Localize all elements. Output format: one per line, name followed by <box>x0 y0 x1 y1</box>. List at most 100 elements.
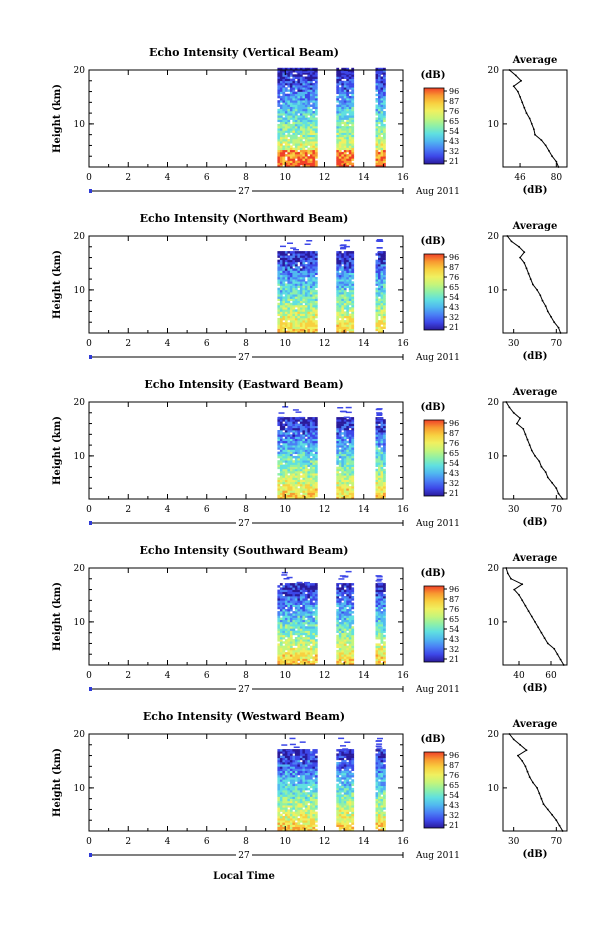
heatmap-cell <box>284 307 288 310</box>
heatmap-cell <box>297 466 301 470</box>
heatmap-cell <box>312 266 316 269</box>
heatmap-cell <box>378 613 381 616</box>
heatmap-cell <box>309 287 313 291</box>
heatmap-cell <box>314 798 318 802</box>
heatmap-cell <box>336 322 340 325</box>
heatmap-cell <box>304 113 308 116</box>
heatmap-cell <box>292 141 296 144</box>
heatmap-cell <box>282 117 286 120</box>
heatmap-cell <box>336 274 340 278</box>
heatmap-cell <box>343 296 347 299</box>
heatmap-cell <box>279 488 283 491</box>
heatmap-cell <box>284 121 288 125</box>
heatmap-cell <box>343 253 347 256</box>
heatmap-cell <box>282 468 286 472</box>
heatmap-cell <box>375 123 379 127</box>
heatmap-cell <box>277 445 281 448</box>
heatmap-cell <box>380 328 384 332</box>
heatmap-cell <box>292 113 296 116</box>
heatmap-cell <box>287 820 291 823</box>
heatmap-cell <box>304 453 308 457</box>
heatmap-cell <box>351 274 355 278</box>
heatmap-cell <box>287 488 291 491</box>
colorbar-tick-label: 65 <box>449 283 459 292</box>
heatmap-cell <box>343 419 347 422</box>
heatmap-cell <box>304 645 308 649</box>
heatmap-cell <box>343 245 350 248</box>
heatmap-cell <box>346 434 350 437</box>
heatmap-cell <box>383 136 386 140</box>
heatmap-cell <box>282 826 286 830</box>
heatmap-cell <box>292 475 296 478</box>
heatmap-cell <box>307 587 311 590</box>
heatmap-cell <box>375 287 379 291</box>
heatmap-cell <box>302 458 306 461</box>
heatmap-cell <box>309 330 313 334</box>
heatmap-cell <box>308 70 315 73</box>
heatmap-cell <box>348 488 352 491</box>
heatmap-cell <box>287 95 291 99</box>
heatmap-cell <box>336 164 340 168</box>
heatmap-cell <box>302 164 306 168</box>
heatmap-cell <box>380 151 384 155</box>
heatmap-cell <box>289 440 293 444</box>
heatmap-cell <box>307 281 311 284</box>
heatmap-cell <box>378 490 381 493</box>
heatmap-cell <box>338 95 342 99</box>
heatmap-cell <box>309 490 313 493</box>
heatmap-cell <box>343 434 347 437</box>
heatmap-cell <box>277 253 281 256</box>
heatmap-cell <box>338 630 342 633</box>
heatmap-cell <box>380 479 384 483</box>
x-tick-label: 0 <box>86 339 92 349</box>
x-tick-label: 0 <box>86 671 92 681</box>
heatmap-cell <box>375 136 379 140</box>
heatmap-cell <box>292 427 296 431</box>
heatmap-cell <box>375 434 379 437</box>
heatmap-cell <box>304 613 308 616</box>
heatmap-cell <box>312 113 316 116</box>
heatmap-cell <box>314 93 318 97</box>
heatmap-cell <box>294 102 298 105</box>
heatmap-cell <box>282 287 286 291</box>
heatmap-cell <box>284 600 288 603</box>
profile-point <box>523 251 526 254</box>
heatmap-cell <box>346 141 350 144</box>
heatmap-cell <box>343 619 347 623</box>
heatmap-cell <box>297 294 301 297</box>
heatmap-cell <box>314 149 318 153</box>
profile-point <box>556 653 559 656</box>
heatmap-cell <box>282 619 286 623</box>
heatmap-cell <box>312 160 316 163</box>
heatmap-cell <box>299 322 303 325</box>
heatmap-cell <box>346 156 350 159</box>
heatmap-cell <box>348 91 352 95</box>
heatmap-cell <box>279 481 283 485</box>
heatmap-cell <box>304 106 308 110</box>
heatmap-cell <box>289 117 293 120</box>
heatmap-cell <box>284 455 288 459</box>
heatmap-cell <box>378 274 381 278</box>
heatmap-cell <box>289 488 293 491</box>
heatmap-cell <box>302 604 306 608</box>
heatmap-cell <box>351 473 355 476</box>
heatmap-cell <box>380 300 384 304</box>
heatmap-cell <box>343 104 347 107</box>
heatmap-cell <box>336 615 340 618</box>
heatmap-cell <box>351 462 355 465</box>
heatmap-cell <box>314 634 318 638</box>
heatmap-cell <box>314 72 318 75</box>
heatmap-cell <box>383 259 386 263</box>
heatmap-cell <box>277 628 281 631</box>
heatmap-cell <box>307 119 311 123</box>
heatmap-cell <box>338 328 342 332</box>
heatmap-cell <box>346 598 350 601</box>
heatmap-cell <box>299 593 303 597</box>
heatmap-cell <box>336 656 340 659</box>
heatmap-cell <box>348 425 352 429</box>
heatmap-cell <box>314 643 318 646</box>
heatmap-cell <box>307 787 311 791</box>
heatmap-cell <box>343 134 347 138</box>
heatmap-cell <box>282 123 286 127</box>
heatmap-cell <box>287 266 291 269</box>
